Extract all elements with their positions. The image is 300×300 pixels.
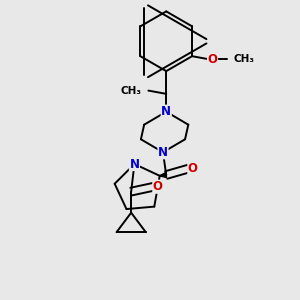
Text: CH₃: CH₃ [120,85,141,96]
Text: N: N [158,146,168,159]
Text: O: O [208,53,218,66]
Text: O: O [153,180,163,193]
Polygon shape [160,172,167,178]
Text: O: O [188,162,198,175]
Text: N: N [129,158,140,170]
Text: N: N [161,105,171,118]
Text: CH₃: CH₃ [234,54,255,64]
